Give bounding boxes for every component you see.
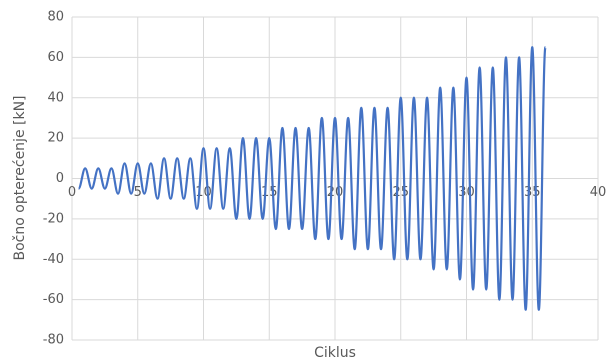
x-tick-label: 25 [392, 185, 409, 200]
x-tick-label: 40 [590, 185, 607, 200]
y-tick-label: 60 [47, 50, 64, 65]
y-axis-label: Bočno opterećenje [kN] [12, 95, 28, 260]
y-tick-label: 20 [47, 131, 64, 146]
y-tick-label: -20 [43, 211, 64, 226]
y-tick-label: -80 [43, 333, 64, 348]
x-tick-label: 0 [68, 185, 76, 200]
data-line [77, 46, 547, 311]
y-tick-label: 0 [56, 171, 64, 186]
x-tick-label: 30 [458, 185, 475, 200]
x-tick-label: 5 [134, 185, 142, 200]
x-axis-label: Ciklus [314, 345, 356, 361]
y-tick-label: 40 [47, 90, 64, 105]
y-tick-label: -60 [43, 292, 64, 307]
x-tick-label: 35 [524, 185, 541, 200]
x-tick-label: 15 [261, 185, 278, 200]
y-tick-label: 80 [47, 10, 64, 25]
x-tick-label: 20 [327, 185, 344, 200]
y-tick-label: -40 [43, 252, 64, 267]
x-tick-label: 10 [195, 185, 212, 200]
